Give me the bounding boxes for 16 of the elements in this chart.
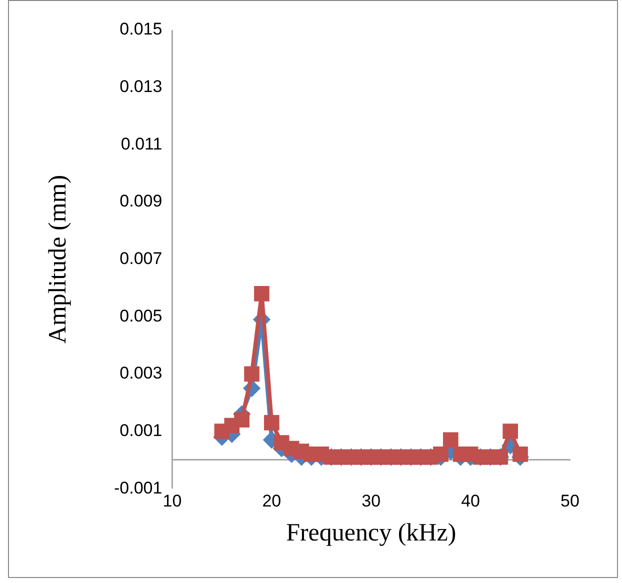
y-tick-label: 0.009	[120, 192, 162, 211]
x-tick-label: 50	[560, 491, 580, 510]
x-tick-label: 10	[162, 491, 182, 510]
x-tick-label: 40	[461, 491, 480, 510]
y-tick-label: -0.001	[114, 478, 162, 498]
y-tick-label: 0.013	[120, 77, 162, 96]
y-tick-label: 0.015	[120, 20, 162, 39]
y-axis-title: Amplitude (mm)	[44, 174, 72, 344]
y-tick-label: 0.011	[120, 134, 162, 154]
y-tick-label: 0.007	[120, 248, 162, 268]
y-tick-label: 0.005	[120, 306, 162, 326]
y-tick-label: 0.003	[120, 364, 162, 383]
y-tick-label: 0.001	[120, 420, 162, 440]
x-axis-title: Frequency (kHz)	[286, 520, 456, 547]
x-tick-label: 20	[262, 491, 282, 510]
x-tick-label: 30	[362, 491, 381, 510]
